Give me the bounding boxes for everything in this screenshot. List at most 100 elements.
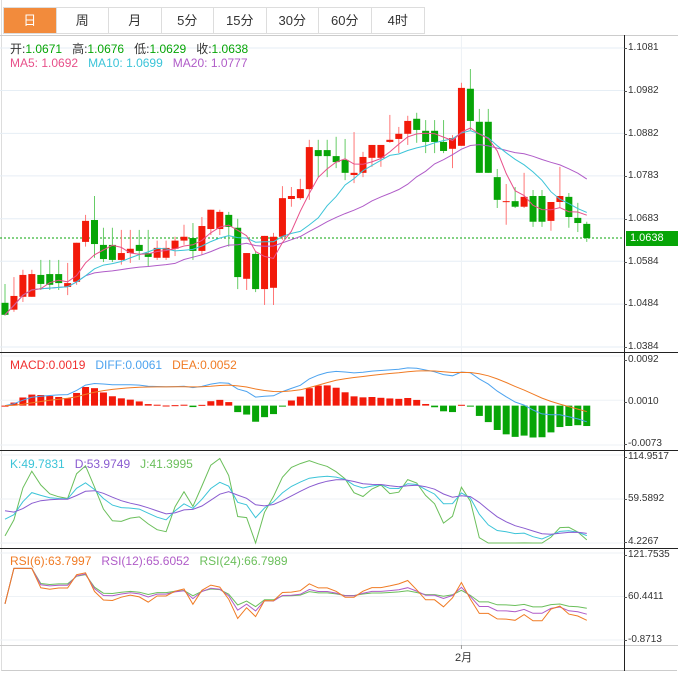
low-value: 1.0629	[149, 42, 187, 56]
candle-down	[91, 220, 98, 245]
macd-bar	[117, 398, 125, 406]
macd-bar	[431, 405, 439, 408]
k-value: K:49.7831	[10, 457, 65, 471]
tab-4hour[interactable]: 4时	[387, 13, 408, 28]
current-price-label: 1.0638	[626, 231, 678, 246]
candle-up	[82, 220, 90, 242]
macd-bar	[413, 399, 421, 406]
candle-down	[440, 141, 448, 151]
j-value: J:41.3995	[140, 457, 193, 471]
rsi-tick: 60.4411	[623, 591, 664, 602]
diff-line	[4, 367, 587, 423]
close-label: 收:	[196, 42, 212, 56]
kdj-tick: 59.5892	[623, 493, 665, 504]
candle-up	[171, 240, 179, 249]
macd-bar	[46, 396, 54, 406]
macd-bar	[55, 396, 63, 406]
macd-bar	[153, 404, 161, 406]
tab-60min[interactable]: 60分	[319, 8, 372, 33]
candle-up	[386, 139, 394, 142]
candle-up	[449, 138, 456, 149]
macd-bar	[37, 395, 45, 406]
candle-down	[37, 274, 45, 284]
candle-up	[73, 242, 81, 282]
tab-5min[interactable]: 5分	[162, 8, 214, 33]
macd-bar	[207, 401, 215, 406]
candle-down	[1, 302, 9, 315]
macd-bar	[583, 405, 591, 427]
low-label: 低:	[134, 42, 150, 56]
rsi6-value: RSI(6):63.7997	[10, 554, 92, 568]
macd-bar	[305, 388, 313, 406]
rsi24-value: RSI(24):66.7989	[199, 554, 288, 568]
macd-bar	[162, 405, 170, 407]
macd-legend: MACD:0.0019 DIFF:0.0061 DEA:0.0052	[10, 358, 237, 372]
kdj-tick: 4.2267	[624, 536, 659, 547]
candle-down	[108, 244, 116, 260]
macd-bar	[296, 396, 304, 406]
macd-bar	[538, 405, 546, 438]
macd-bar	[314, 385, 322, 406]
ma5-value: MA5: 1.0692	[10, 56, 79, 70]
macd-bar	[64, 398, 72, 406]
price-tick: 1.0584	[624, 256, 659, 267]
macd-bar	[449, 405, 456, 413]
candle-up	[117, 253, 125, 260]
candle-down	[493, 177, 501, 200]
price-tick: 1.1081	[624, 42, 659, 53]
rsi-legend: RSI(6):63.7997 RSI(12):65.6052 RSI(24):6…	[10, 554, 288, 568]
candle-up	[377, 144, 385, 158]
macd-bar	[484, 405, 492, 423]
macd-bar	[556, 405, 564, 428]
rsi12-value: RSI(12):65.6052	[101, 554, 190, 568]
tab-month[interactable]: 月	[109, 8, 162, 33]
macd-bar	[341, 392, 349, 406]
macd-bar	[99, 392, 107, 406]
macd-bar	[91, 388, 98, 406]
rsi12-line	[4, 567, 587, 615]
x-axis-month-label: 2月	[455, 652, 473, 664]
macd-bar	[547, 405, 555, 433]
dea-line	[4, 370, 587, 413]
macd-bar	[189, 405, 197, 408]
candle-down	[55, 274, 63, 284]
macd-value: MACD:0.0019	[10, 358, 86, 372]
macd-bar	[225, 402, 233, 406]
macd-bar	[287, 400, 295, 406]
candle-down	[252, 253, 260, 290]
candle-up	[64, 283, 72, 287]
ma10-value: MA10: 1.0699	[88, 56, 163, 70]
macd-bar	[270, 405, 277, 415]
candle-up	[547, 202, 555, 221]
macd-bar	[216, 399, 224, 406]
candle-down	[341, 159, 349, 173]
candle-up	[207, 209, 215, 230]
tab-30min[interactable]: 30分	[267, 8, 319, 33]
ma-legend: MA5: 1.0692 MA10: 1.0699 MA20: 1.0777	[10, 56, 248, 70]
high-label: 高:	[72, 42, 88, 56]
tab-15min[interactable]: 15分	[214, 8, 267, 33]
candle-up	[350, 172, 358, 175]
candle-down	[466, 88, 474, 121]
macd-bar	[19, 397, 27, 406]
d-value: D:53.9749	[74, 457, 131, 471]
macd-bar	[377, 397, 385, 406]
candle-up	[198, 226, 206, 251]
macd-bar	[475, 405, 483, 416]
candle-down	[529, 195, 537, 222]
candle-up	[270, 236, 277, 288]
macd-bar	[368, 397, 376, 406]
j-line	[4, 457, 588, 545]
candle-up	[520, 196, 528, 207]
macd-bar	[82, 387, 90, 406]
price-tick: 1.0683	[624, 213, 659, 224]
candle-up	[457, 87, 465, 146]
macd-bar	[323, 385, 331, 406]
tab-day[interactable]: 日	[4, 8, 57, 33]
macd-bar	[73, 392, 81, 406]
tab-week[interactable]: 周	[57, 8, 109, 33]
candle-up	[368, 144, 376, 158]
candle-down	[565, 196, 573, 218]
candle-up	[287, 195, 295, 200]
